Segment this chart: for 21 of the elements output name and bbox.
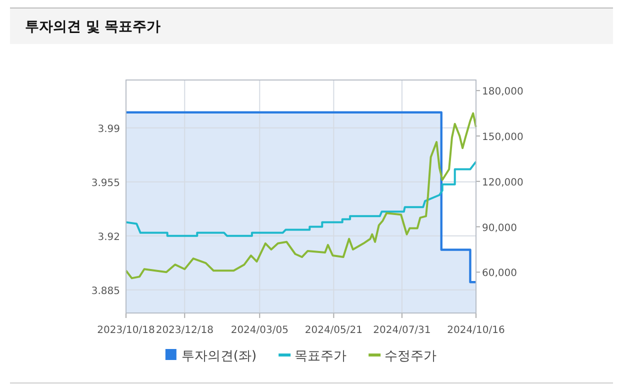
legend-label: 투자의견(좌) — [181, 349, 257, 364]
y-tick-label: 3.92 — [98, 232, 120, 243]
x-tick-label: 2024/07/31 — [373, 325, 431, 336]
legend-label: 목표주가 — [294, 349, 347, 364]
y2-tick-label: 150,000 — [482, 132, 524, 143]
line-series — [125, 160, 477, 237]
y-tick-label: 3.885 — [91, 286, 120, 297]
legend-label: 수정주가 — [384, 349, 437, 364]
line-series — [125, 112, 477, 280]
x-tick-label: 2024/10/16 — [447, 325, 505, 336]
y2-tick-label: 180,000 — [482, 86, 524, 98]
x-tick-label: 2024/05/21 — [304, 325, 363, 336]
y-tick-label: 3.955 — [91, 178, 120, 189]
y-tick-label: 3.99 — [98, 124, 120, 135]
y2-tick-label: 120,000 — [482, 177, 524, 188]
x-tick-label: 2023/10/18 — [97, 325, 155, 336]
y2-tick-label: 60,000 — [482, 268, 517, 280]
x-tick-label: 2023/12/18 — [156, 325, 214, 336]
chart-title: 투자의견 및 목표주가 — [25, 19, 161, 35]
y2-tick-label: 90,000 — [482, 222, 517, 234]
x-tick-label: 2024/03/05 — [230, 325, 288, 336]
